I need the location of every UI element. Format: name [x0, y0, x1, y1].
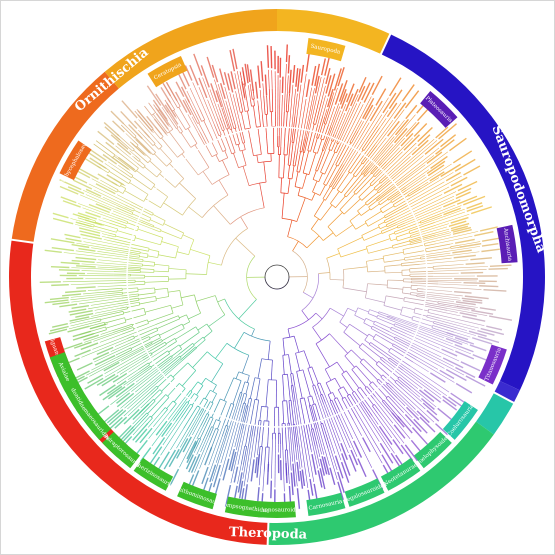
ring-segment	[494, 380, 520, 403]
ring-segment	[11, 71, 119, 243]
major-clade-name: Ornithischia	[72, 45, 152, 115]
ring-segment	[104, 9, 278, 89]
clade-ring	[9, 9, 545, 546]
clade-label: Carnosauria	[306, 492, 346, 516]
ring-segment	[267, 421, 494, 545]
ring-segment	[380, 34, 545, 391]
ring-segment	[9, 239, 269, 545]
clade-label: Tyrannosauroidea	[252, 501, 303, 519]
clade-label: Compsognathidae	[219, 496, 270, 518]
ring-segment	[476, 392, 514, 435]
major-clade-name: Theropoda	[229, 525, 308, 543]
ring-segment	[277, 9, 391, 55]
svg-text:Anchisauria: Anchisauria	[502, 227, 513, 262]
clade-label: Anchisauria	[496, 224, 518, 264]
clade-label: Avialae	[49, 352, 80, 392]
tree-branches	[62, 63, 488, 492]
svg-text:Tyrannosauroidea: Tyrannosauroidea	[252, 508, 303, 514]
major-clade-name: Sauropodomorpha	[488, 123, 548, 255]
clade-label: Sauropoda	[306, 38, 346, 62]
